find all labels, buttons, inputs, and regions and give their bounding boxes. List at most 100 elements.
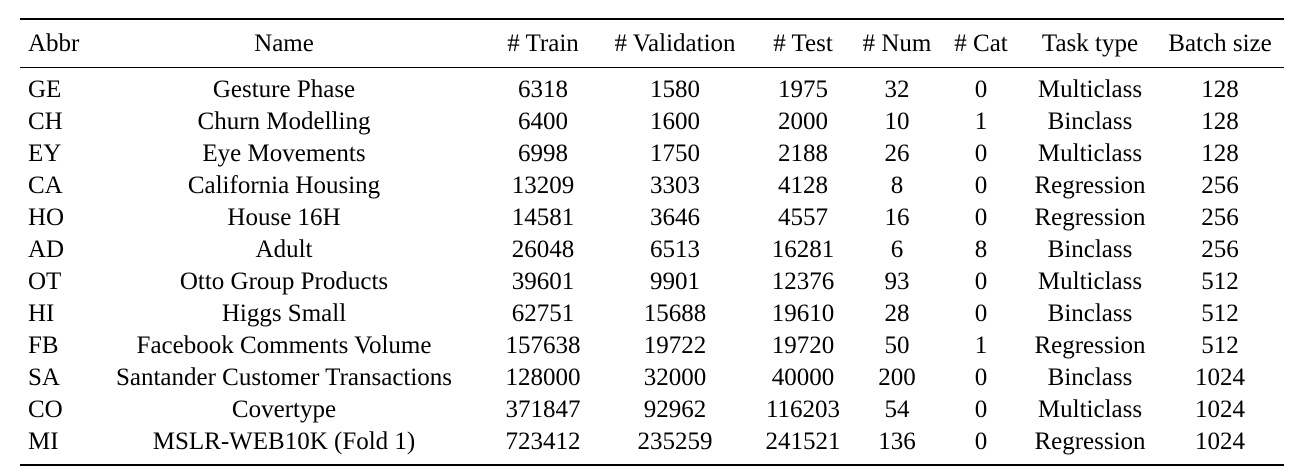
cell-batch-size: 256 (1201, 172, 1239, 199)
table-row: FB Facebook Comments Volume 157638 19722… (20, 330, 1284, 362)
cell-abbr: CA (28, 172, 63, 199)
cell-num: 26 (884, 140, 910, 167)
cell-task-type: Regression (1034, 172, 1146, 199)
cell-validation: 6513 (650, 236, 700, 263)
cell-task-type: Binclass (1047, 108, 1133, 135)
cell-batch-size: 128 (1201, 76, 1239, 103)
cell-cat: 0 (974, 140, 988, 167)
cell-num: 8 (890, 172, 904, 199)
cell-task-type: Regression (1034, 332, 1146, 359)
cell-test: 16281 (771, 236, 835, 263)
cell-validation: 9901 (650, 268, 700, 295)
cell-train: 723412 (505, 428, 581, 455)
cell-num: 16 (884, 204, 910, 231)
cell-abbr: EY (28, 140, 62, 167)
cell-abbr: AD (28, 236, 65, 263)
cell-train: 14581 (511, 204, 575, 231)
cell-cat: 0 (974, 396, 988, 423)
cell-test: 1975 (778, 76, 828, 103)
cell-abbr: FB (28, 332, 59, 359)
cell-validation: 19722 (643, 332, 707, 359)
cell-test: 19610 (771, 300, 835, 327)
cell-test: 4128 (778, 172, 828, 199)
cell-cat: 1 (974, 108, 988, 135)
cell-train: 13209 (511, 172, 575, 199)
table-row: CH Churn Modelling 6400 1600 2000 10 1 B… (20, 106, 1284, 138)
cell-test: 4557 (778, 204, 828, 231)
cell-task-type: Multiclass (1037, 76, 1143, 103)
cell-cat: 0 (974, 172, 988, 199)
cell-task-type: Binclass (1047, 236, 1133, 263)
cell-abbr: HI (28, 300, 55, 327)
cell-train: 6998 (518, 140, 568, 167)
cell-train: 26048 (511, 236, 575, 263)
table-row: MI MSLR-WEB10K (Fold 1) 723412 235259 24… (20, 426, 1284, 465)
cell-task-type: Binclass (1047, 364, 1133, 391)
cell-test: 40000 (771, 364, 835, 391)
header-abbr: Abbr (28, 29, 80, 57)
cell-num: 32 (884, 76, 910, 103)
table-row: HI Higgs Small 62751 15688 19610 28 0 Bi… (20, 298, 1284, 330)
cell-test: 116203 (765, 396, 841, 423)
cell-name: California Housing (187, 172, 381, 199)
cell-train: 39601 (511, 268, 575, 295)
cell-test: 2188 (778, 140, 828, 167)
cell-abbr: MI (28, 428, 59, 455)
table-body: GE Gesture Phase 6318 1580 1975 32 0 Mul… (20, 68, 1284, 465)
cell-task-type: Binclass (1047, 300, 1133, 327)
table-row: OT Otto Group Products 39601 9901 12376 … (20, 266, 1284, 298)
cell-train: 371847 (505, 396, 581, 423)
header-test: # Test (773, 29, 833, 57)
cell-test: 2000 (778, 108, 828, 135)
cell-cat: 0 (974, 204, 988, 231)
cell-name: Eye Movements (202, 140, 366, 167)
cell-name: Otto Group Products (179, 268, 389, 295)
cell-validation: 92962 (643, 396, 707, 423)
cell-task-type: Regression (1034, 428, 1146, 455)
cell-abbr: SA (28, 364, 60, 391)
cell-train: 62751 (511, 300, 575, 327)
cell-num: 200 (878, 364, 916, 391)
cell-validation: 1580 (650, 76, 700, 103)
cell-num: 10 (884, 108, 910, 135)
cell-train: 6400 (518, 108, 568, 135)
cell-num: 50 (884, 332, 910, 359)
table-header-row: Abbr Name # Train # Validation # Test # … (20, 19, 1284, 68)
cell-abbr: HO (28, 204, 65, 231)
cell-num: 136 (878, 428, 916, 455)
cell-name: House 16H (227, 204, 341, 231)
cell-cat: 0 (974, 268, 988, 295)
cell-num: 54 (884, 396, 910, 423)
cell-task-type: Multiclass (1037, 140, 1143, 167)
table-row: AD Adult 26048 6513 16281 6 8 Binclass 2… (20, 234, 1284, 266)
cell-name: MSLR-WEB10K (Fold 1) (152, 428, 416, 455)
cell-test: 12376 (771, 268, 835, 295)
header-validation: # Validation (614, 29, 736, 57)
table-row: EY Eye Movements 6998 1750 2188 26 0 Mul… (20, 138, 1284, 170)
cell-validation: 1600 (650, 108, 700, 135)
header-name: Name (254, 29, 314, 57)
table-row: CA California Housing 13209 3303 4128 8 … (20, 170, 1284, 202)
header-task-type: Task type (1041, 29, 1139, 57)
table-row: GE Gesture Phase 6318 1580 1975 32 0 Mul… (20, 68, 1284, 107)
dataset-table-container: Abbr Name # Train # Validation # Test # … (20, 18, 1284, 466)
cell-name: Facebook Comments Volume (136, 332, 432, 359)
cell-batch-size: 1024 (1195, 396, 1245, 423)
cell-batch-size: 512 (1201, 268, 1239, 295)
cell-train: 157638 (505, 332, 581, 359)
cell-num: 28 (884, 300, 910, 327)
table-row: CO Covertype 371847 92962 116203 54 0 Mu… (20, 394, 1284, 426)
dataset-table: Abbr Name # Train # Validation # Test # … (20, 18, 1284, 466)
cell-cat: 0 (974, 300, 988, 327)
cell-cat: 0 (974, 76, 988, 103)
cell-batch-size: 128 (1201, 140, 1239, 167)
cell-test: 19720 (771, 332, 835, 359)
cell-name: Covertype (231, 396, 337, 423)
cell-validation: 1750 (650, 140, 700, 167)
cell-batch-size: 128 (1201, 108, 1239, 135)
cell-validation: 3646 (650, 204, 700, 231)
cell-task-type: Regression (1034, 204, 1146, 231)
cell-task-type: Multiclass (1037, 268, 1143, 295)
cell-name: Adult (255, 236, 313, 263)
table-row: SA Santander Customer Transactions 12800… (20, 362, 1284, 394)
